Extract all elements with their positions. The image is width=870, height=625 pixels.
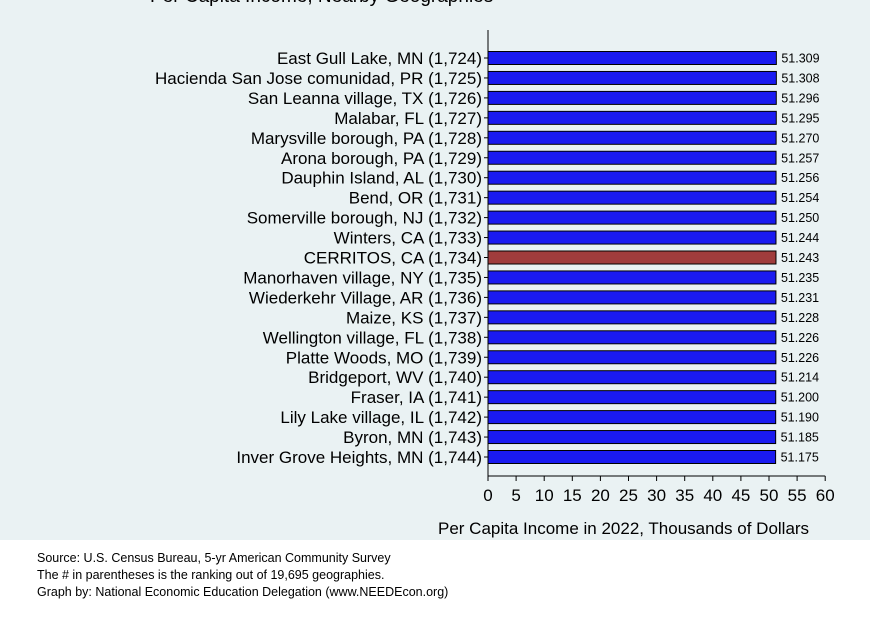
bar-9 <box>487 230 777 245</box>
bar-13 <box>487 310 777 325</box>
category-label: Wellington village, FL (1,738) <box>263 328 482 347</box>
x-tick-label: 45 <box>731 486 750 505</box>
category-label: Bend, OR (1,731) <box>349 189 482 208</box>
category-label: San Leanna village, TX (1,726) <box>248 89 482 108</box>
credit-note: Graph by: National Economic Education De… <box>37 585 449 599</box>
category-label: Inver Grove Heights, MN (1,744) <box>236 448 482 467</box>
x-axis-title: Per Capita Income in 2022, Thousands of … <box>438 519 809 538</box>
value-label: 51.256 <box>781 171 819 185</box>
bar-10 <box>487 250 777 265</box>
chart-title: Per Capita Income, Nearby Geographies <box>150 0 493 8</box>
bar-14 <box>487 330 777 345</box>
category-label: Byron, MN (1,743) <box>343 428 482 447</box>
bar-7 <box>487 190 777 205</box>
category-label: Malabar, FL (1,727) <box>334 109 482 128</box>
bar-19 <box>487 430 777 445</box>
bar-5 <box>487 150 777 165</box>
category-label: Fraser, IA (1,741) <box>351 388 482 407</box>
bar-20 <box>487 450 777 464</box>
bar-0 <box>487 51 777 65</box>
x-tick-label: 20 <box>591 486 610 505</box>
bar-4 <box>487 130 777 145</box>
x-tick-label: 10 <box>535 486 554 505</box>
bar-18 <box>487 410 777 425</box>
value-label: 51.190 <box>781 411 819 425</box>
x-tick-label: 40 <box>703 486 722 505</box>
ranking-note: The # in parentheses is the ranking out … <box>37 568 385 582</box>
bar-8 <box>487 210 777 225</box>
value-label: 51.200 <box>781 391 819 405</box>
value-label: 51.250 <box>781 211 819 225</box>
value-label: 51.295 <box>781 111 819 125</box>
x-tick-label: 15 <box>563 486 582 505</box>
category-label: Marysville borough, PA (1,728) <box>251 129 482 148</box>
x-tick-label: 0 <box>483 486 492 505</box>
value-label: 51.214 <box>781 371 819 385</box>
category-label: Lily Lake village, IL (1,742) <box>280 408 482 427</box>
category-label: Dauphin Island, AL (1,730) <box>281 169 482 188</box>
bar-chart: East Gull Lake, MN (1,724) 51.309 Hacienda… <box>155 30 835 538</box>
category-label: CERRITOS, CA (1,734) <box>304 249 482 268</box>
x-tick-label: 55 <box>788 486 807 505</box>
value-label: 51.228 <box>781 311 819 325</box>
bar-17 <box>487 390 777 405</box>
value-label: 51.309 <box>781 52 819 66</box>
category-label: Maize, KS (1,737) <box>346 308 482 327</box>
value-label: 51.235 <box>781 271 819 285</box>
value-label: 51.270 <box>781 131 819 145</box>
chart-title-clip: Per Capita Income, Nearby Geographies <box>0 0 870 8</box>
bar-6 <box>487 170 777 185</box>
category-label: Winters, CA (1,733) <box>334 229 482 248</box>
category-label: Wiederkehr Village, AR (1,736) <box>249 288 482 307</box>
category-label: Bridgeport, WV (1,740) <box>308 368 482 387</box>
value-label: 51.254 <box>781 191 819 205</box>
x-tick-label: 30 <box>647 486 666 505</box>
x-tick-label: 35 <box>675 486 694 505</box>
value-label: 51.257 <box>781 151 819 165</box>
bar-15 <box>487 350 777 365</box>
value-label: 51.243 <box>781 251 819 265</box>
bar-1 <box>487 70 777 85</box>
value-label: 51.308 <box>781 71 819 85</box>
category-label: Hacienda San Jose comunidad, PR (1,725) <box>155 69 482 88</box>
value-label: 51.175 <box>781 451 819 465</box>
x-tick-label: 50 <box>760 486 779 505</box>
category-label: Somerville borough, NJ (1,732) <box>247 209 482 228</box>
value-label: 51.296 <box>781 91 819 105</box>
x-tick-label: 25 <box>619 486 638 505</box>
category-label: Manorhaven village, NY (1,735) <box>243 268 482 287</box>
bar-2 <box>487 90 777 105</box>
bar-3 <box>487 110 777 125</box>
bar-12 <box>487 290 777 305</box>
x-tick-label: 5 <box>511 486 520 505</box>
bar-16 <box>487 370 777 385</box>
x-tick-label: 60 <box>816 486 835 505</box>
value-label: 51.244 <box>781 231 819 245</box>
value-label: 51.226 <box>781 331 819 345</box>
source-note: Source: U.S. Census Bureau, 5-yr America… <box>37 551 391 565</box>
category-label: Platte Woods, MO (1,739) <box>286 348 482 367</box>
category-label: East Gull Lake, MN (1,724) <box>277 49 482 68</box>
value-label: 51.231 <box>781 291 819 305</box>
value-label: 51.226 <box>781 351 819 365</box>
value-label: 51.185 <box>781 431 819 445</box>
chart-frame: Per Capita Income, Nearby Geographies Ea… <box>0 0 870 540</box>
category-label: Arona borough, PA (1,729) <box>281 149 482 168</box>
bar-11 <box>487 270 777 285</box>
